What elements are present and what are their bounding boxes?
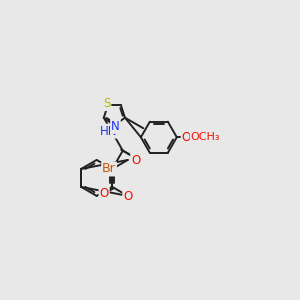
Text: O: O bbox=[100, 187, 109, 200]
Text: S: S bbox=[103, 97, 110, 110]
Text: N: N bbox=[111, 120, 120, 133]
Text: O: O bbox=[131, 154, 140, 167]
Text: HN: HN bbox=[100, 124, 118, 138]
Text: Br: Br bbox=[102, 162, 116, 176]
Text: O: O bbox=[182, 131, 191, 144]
Text: O: O bbox=[123, 190, 132, 203]
Text: OCH₃: OCH₃ bbox=[190, 132, 220, 142]
